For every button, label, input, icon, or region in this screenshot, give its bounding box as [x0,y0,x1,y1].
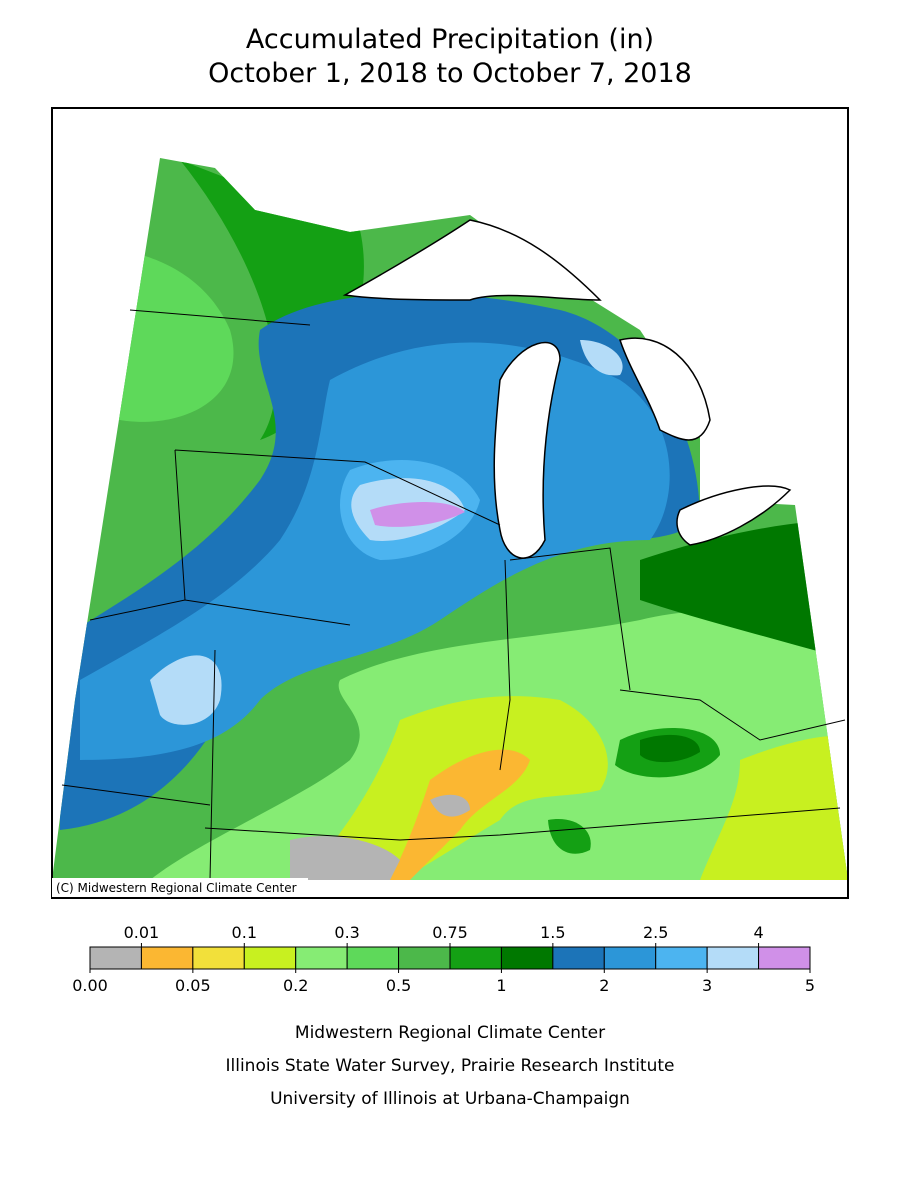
title: Accumulated Precipitation (in) [246,24,654,55]
copyright: (C) Midwestern Regional Climate Center [56,881,297,895]
lakes [342,219,792,559]
legend-label: 1.5 [540,923,565,942]
state-boundaries [61,309,846,881]
legend-label: 0.00 [72,976,108,995]
legend-swatch [295,946,348,970]
legend-swatch [706,946,760,970]
legend-swatch [552,946,605,970]
credit-line: Illinois State Water Survey, Prairie Res… [226,1056,675,1076]
legend-label: 0.2 [283,976,308,995]
legend: 0.00 0.01 0.05 0.1 0.2 0.3 0.5 0.75 1 1.5 2 2.5 3 4 5 [72,923,815,995]
legend-swatch [603,946,657,970]
legend-swatch [398,946,451,970]
legend-label: 0.05 [175,976,211,995]
map-frame [51,107,849,899]
legend-swatch [192,946,245,970]
legend-label: 4 [753,923,763,942]
copyright-box [52,878,308,897]
subtitle: October 1, 2018 to October 7, 2018 [208,58,692,89]
legend-swatch [449,946,502,970]
legend-swatch [89,946,142,970]
legend-label: 3 [702,976,712,995]
legend-label: 0.75 [432,923,468,942]
legend-label: 0.01 [124,923,160,942]
legend-label: 0.1 [232,923,257,942]
legend-label: 0.5 [386,976,411,995]
legend-swatch [758,946,811,970]
legend-label: 1 [496,976,506,995]
legend-swatch [140,946,194,970]
legend-label: 5 [805,976,815,995]
legend-swatch [346,946,400,970]
credit-line: University of Illinois at Urbana-Champai… [270,1089,630,1109]
legend-label: 2 [599,976,609,995]
legend-label: 0.3 [334,923,359,942]
legend-label: 2.5 [643,923,668,942]
legend-swatch [655,946,708,970]
credit-line: Midwestern Regional Climate Center [295,1023,605,1043]
legend-swatch [500,946,554,970]
legend-swatch [243,946,297,970]
